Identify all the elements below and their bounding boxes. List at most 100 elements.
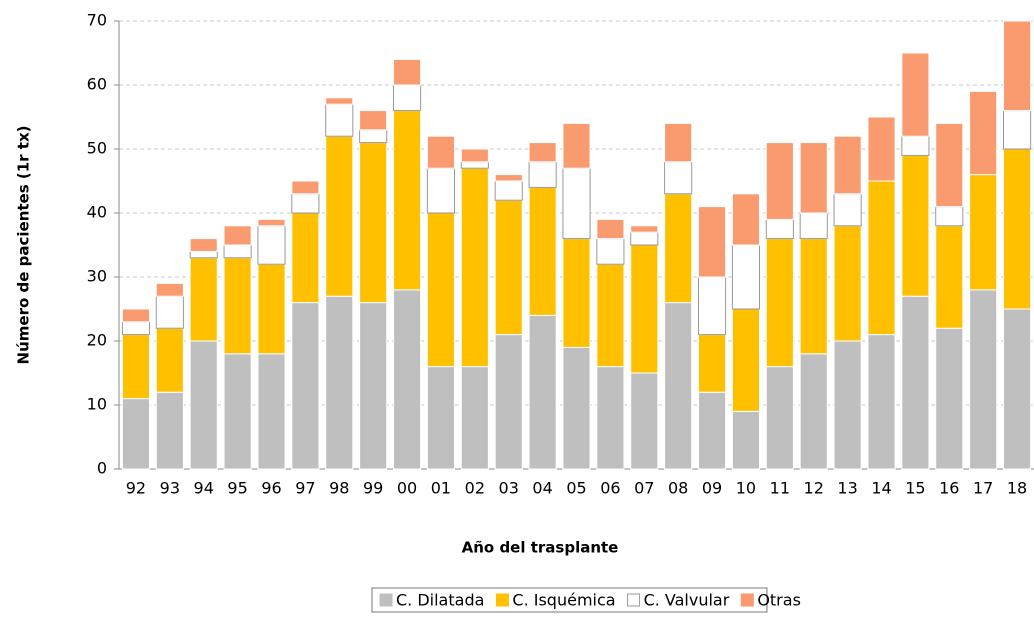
x-tick-label: 04 (532, 479, 552, 498)
bar-segment (935, 206, 964, 227)
bar-segment (630, 225, 659, 233)
bar-segment (393, 58, 422, 86)
bar-segment (799, 212, 828, 240)
bar-segment (325, 295, 354, 470)
bar-segment (155, 295, 184, 329)
bar-segment (969, 289, 998, 470)
bar-segment (291, 302, 320, 470)
bar-segment (223, 257, 252, 355)
bar-segment (257, 225, 286, 265)
bar-segment (969, 174, 998, 291)
x-tick-label: 05 (566, 479, 586, 498)
bar-segment (765, 238, 794, 368)
legend-swatch (740, 593, 754, 607)
bar-segment (833, 225, 862, 342)
bar-segment (223, 225, 252, 246)
y-axis-label: Número de pacientes (1r tx) (15, 126, 33, 365)
bar-segment (664, 161, 693, 195)
legend-swatch (495, 593, 509, 607)
bar-segment (901, 154, 930, 297)
bar-segment (359, 129, 388, 144)
bar-segment (969, 90, 998, 176)
bar-segment (664, 122, 693, 163)
x-tick-label: 07 (634, 479, 654, 498)
bar-segment (359, 142, 388, 304)
bar-segment (630, 244, 659, 374)
bar-segment (528, 142, 557, 163)
bar-segment (189, 257, 218, 342)
y-tick-label: 20 (87, 331, 107, 350)
bar-segment (257, 218, 286, 227)
bar-segment (698, 206, 727, 278)
bar-segment (867, 116, 896, 182)
x-tick-label: 18 (1007, 479, 1027, 498)
x-tick-label: 09 (702, 479, 722, 498)
bar-segment (833, 193, 862, 227)
x-tick-label: 14 (871, 479, 891, 498)
bar-segment (189, 250, 218, 259)
legend-label: C. Isquémica (512, 591, 615, 610)
x-tick-label: 94 (194, 479, 214, 498)
x-tick-label: 97 (295, 479, 315, 498)
y-tick-label: 50 (87, 139, 107, 158)
x-tick-label: 99 (363, 479, 383, 498)
bar-segment (325, 135, 354, 297)
bar-segment (155, 391, 184, 470)
bar-segment (223, 244, 252, 259)
x-axis-label: Año del trasplante (462, 539, 619, 557)
bar-segment (494, 174, 523, 182)
bar-segment (1003, 20, 1032, 112)
x-tick-label: 93 (160, 479, 180, 498)
bar-segment (223, 353, 252, 470)
legend-swatch (627, 593, 641, 607)
bar-segment (121, 398, 150, 470)
bar-segment (664, 302, 693, 470)
x-tick-label: 06 (600, 479, 620, 498)
bar-segment (1003, 148, 1032, 310)
bar-segment (121, 308, 150, 323)
bar-segment (596, 238, 625, 265)
x-tick-label: 12 (804, 479, 824, 498)
bar-segment (664, 193, 693, 304)
bar-segment (189, 340, 218, 470)
x-tick-label: 10 (736, 479, 756, 498)
y-tick-label: 30 (87, 267, 107, 286)
bar-segment (426, 135, 455, 169)
bar-segment (799, 353, 828, 470)
bar-segment (867, 334, 896, 470)
bar-segment (935, 225, 964, 329)
bar-segment (562, 346, 591, 470)
bar-segment (698, 334, 727, 393)
bar-segment (393, 84, 422, 112)
bar-segment (359, 110, 388, 131)
bar-segment (528, 186, 557, 316)
bar-segment (460, 366, 489, 470)
x-tick-label: 16 (939, 479, 959, 498)
bar-segment (494, 199, 523, 336)
bar-segment (393, 289, 422, 470)
bar-segment (291, 180, 320, 195)
x-tick-label: 95 (227, 479, 247, 498)
y-tick-label: 10 (87, 395, 107, 414)
legend-box (371, 587, 768, 613)
bar-segment (731, 308, 761, 412)
bar-segment (630, 372, 659, 470)
bar-segment (325, 103, 354, 137)
bar-segment (935, 327, 964, 470)
x-tick-label: 92 (126, 479, 146, 498)
bar-segment (359, 302, 388, 470)
bar-segment (799, 238, 828, 355)
bar-segment (460, 167, 489, 368)
bar-segment (426, 167, 455, 214)
bar-segment (833, 340, 862, 470)
bar-segment (460, 148, 489, 163)
y-tick-label: 40 (87, 203, 107, 222)
x-tick-label: 13 (837, 479, 857, 498)
legend-swatch (379, 593, 393, 607)
bar-segment (426, 212, 455, 368)
x-tick-label: 96 (261, 479, 281, 498)
bar-segment (901, 135, 930, 156)
bar-segment (291, 193, 320, 214)
